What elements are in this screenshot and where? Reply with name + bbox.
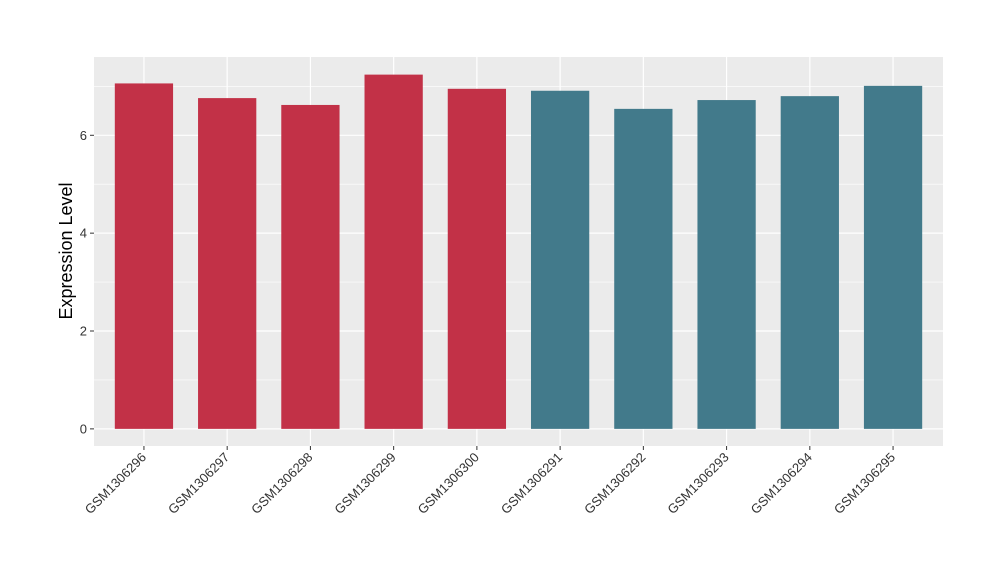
x-tick-label: GSM1306291 (498, 450, 565, 517)
x-tick-label: GSM1306295 (831, 450, 898, 517)
x-axis: GSM1306296 GSM1306297 GSM1306298 GSM1306299… (82, 446, 898, 517)
bar-GSM1306297 (198, 98, 257, 429)
x-tick-label: GSM1306298 (248, 450, 315, 517)
y-tick-label: 0 (80, 421, 87, 436)
x-tick-label: GSM1306293 (664, 450, 731, 517)
bars (114, 74, 923, 429)
bar-GSM1306294 (780, 96, 839, 429)
bar-GSM1306299 (364, 74, 423, 429)
bar-GSM1306296 (114, 83, 174, 429)
x-tick-label: GSM1306292 (581, 450, 648, 517)
y-axis-title: Expression Level (56, 182, 76, 319)
y-axis: 0 2 4 6 (80, 128, 94, 436)
x-tick-label: GSM1306299 (331, 450, 398, 517)
y-tick-label: 6 (80, 128, 87, 143)
bar-GSM1306300 (447, 88, 507, 429)
x-tick-label: GSM1306297 (165, 450, 232, 517)
bar-GSM1306298 (281, 104, 340, 429)
bar-GSM1306293 (697, 100, 756, 429)
y-tick-label: 4 (80, 226, 87, 241)
x-tick-label: GSM1306294 (748, 450, 815, 517)
y-tick-label: 2 (80, 324, 87, 339)
x-tick-label: GSM1306296 (82, 450, 149, 517)
bar-GSM1306291 (530, 90, 590, 429)
bar-GSM1306295 (863, 85, 923, 429)
x-tick-label: GSM1306300 (415, 450, 482, 517)
bar-GSM1306292 (614, 108, 673, 429)
